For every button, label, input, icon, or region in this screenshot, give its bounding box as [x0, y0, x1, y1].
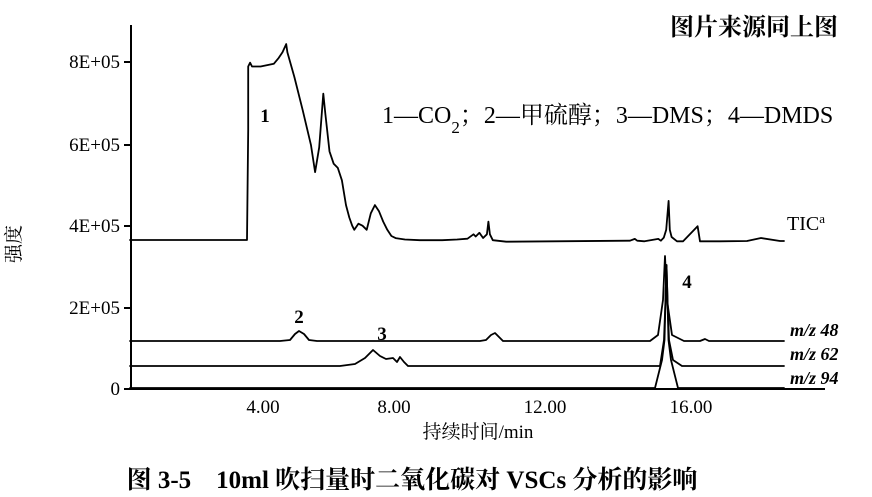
svg-text:4: 4: [682, 272, 692, 293]
svg-text:6E+05: 6E+05: [69, 135, 120, 156]
svg-text:图片来源同上图: 图片来源同上图: [670, 14, 838, 41]
svg-text:8.00: 8.00: [377, 397, 410, 418]
svg-text:1: 1: [260, 106, 270, 127]
svg-text:强度: 强度: [3, 225, 25, 263]
svg-text:m/z 62: m/z 62: [790, 344, 839, 364]
svg-text:4.00: 4.00: [246, 397, 279, 418]
svg-text:0: 0: [111, 379, 121, 400]
svg-text:m/z 48: m/z 48: [790, 320, 839, 340]
svg-text:m/z 94: m/z 94: [790, 368, 839, 388]
svg-text:16.00: 16.00: [670, 397, 713, 418]
svg-text:图 3-5 10ml 吹扫量时二氧化碳对 VSCs 分析的影: 图 3-5 10ml 吹扫量时二氧化碳对 VSCs 分析的影响: [127, 466, 698, 494]
svg-text:2: 2: [294, 307, 304, 328]
svg-text:2E+05: 2E+05: [69, 298, 120, 319]
svg-text:12.00: 12.00: [524, 397, 567, 418]
svg-text:4E+05: 4E+05: [69, 216, 120, 237]
svg-text:3: 3: [377, 324, 387, 345]
svg-text:8E+05: 8E+05: [69, 52, 120, 73]
svg-text:持续时间/min: 持续时间/min: [423, 421, 534, 443]
